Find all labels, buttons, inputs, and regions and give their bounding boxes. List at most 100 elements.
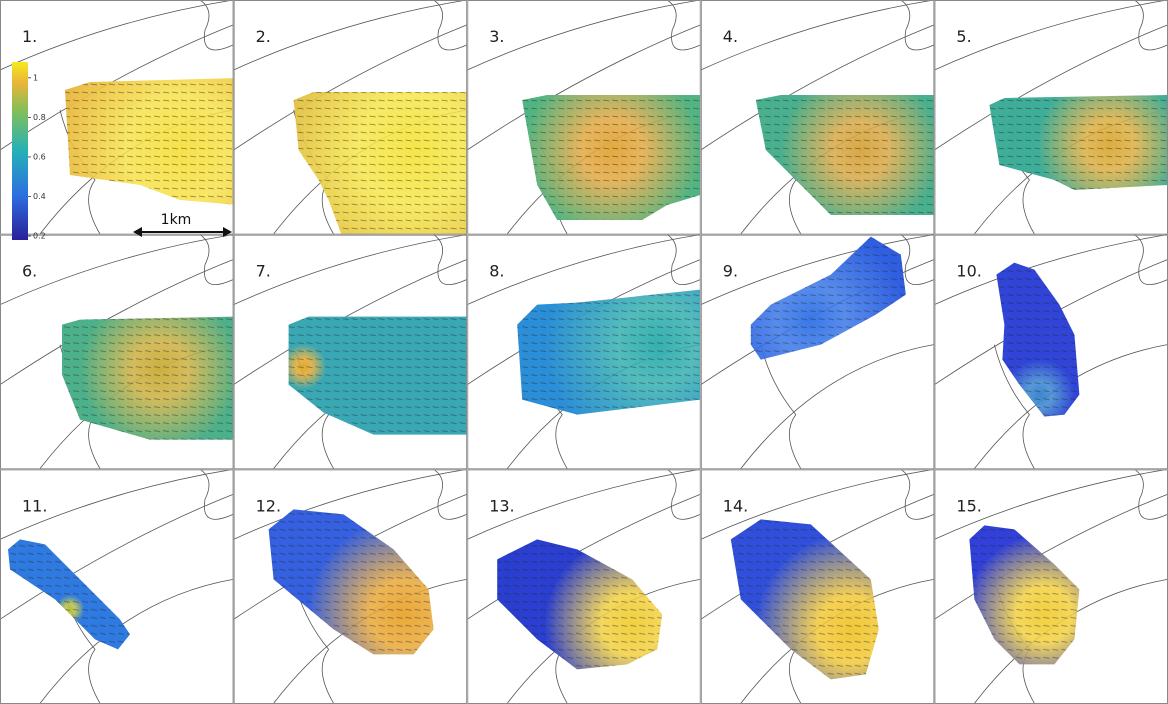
contour-line <box>666 234 701 285</box>
contour-line <box>994 344 1035 469</box>
panel: 2. <box>233 0 468 235</box>
contour-line <box>740 344 934 469</box>
colorbar-tick-label: 0.4 <box>33 192 46 201</box>
panel-label: 9. <box>723 262 738 281</box>
panel-label: 2. <box>256 27 271 46</box>
contour-line <box>467 469 701 540</box>
panel: 14. <box>700 469 935 704</box>
vector-arrows <box>268 509 434 655</box>
vector-arrows <box>497 539 663 670</box>
panel: 3. <box>467 0 701 235</box>
panel: 7. <box>233 234 468 470</box>
panel-border <box>467 234 701 470</box>
vector-arrows <box>293 92 467 235</box>
vector-arrows <box>8 539 130 650</box>
contour-line <box>39 578 234 704</box>
vector-arrows <box>517 289 701 415</box>
contour-line <box>59 109 101 235</box>
panel-border <box>700 234 935 470</box>
contour-line <box>433 234 467 285</box>
panel-border <box>467 0 701 235</box>
panel-label: 3. <box>489 27 504 46</box>
panel-label: 8. <box>489 262 504 281</box>
panel: 9. <box>700 234 935 470</box>
panel-border <box>233 0 468 235</box>
panel-label: 15. <box>956 496 981 515</box>
panel-label: 14. <box>723 496 748 515</box>
contour-line <box>0 234 234 306</box>
vector-arrows <box>65 78 234 205</box>
panel-label: 1. <box>22 27 37 46</box>
contour-line <box>760 344 802 469</box>
panel: 8. <box>467 234 701 470</box>
colorbar-tick-label: 0.2 <box>33 232 46 241</box>
contour-line <box>199 469 234 520</box>
vector-arrows <box>288 316 467 435</box>
panel: 1. <box>0 0 234 235</box>
contour-line <box>233 469 467 540</box>
contour-line <box>1134 234 1168 285</box>
contour-line <box>467 234 701 306</box>
panel-label: 11. <box>22 496 47 515</box>
contour-line <box>233 234 467 306</box>
panel: 12. <box>233 469 468 704</box>
panel-label: 4. <box>723 27 738 46</box>
contour-line <box>199 0 234 51</box>
contour-line <box>934 0 1168 71</box>
scale-label: 1km <box>161 212 192 228</box>
vector-arrows <box>62 316 233 440</box>
contour-line <box>934 234 1168 306</box>
panel: 13. <box>467 469 701 704</box>
contour-line <box>0 0 234 71</box>
contour-line <box>467 0 701 71</box>
contour-line <box>0 469 234 540</box>
panel: 10. <box>934 234 1168 470</box>
panel-border <box>0 0 234 235</box>
arrow-head <box>223 227 232 237</box>
panel-label: 13. <box>489 496 514 515</box>
panel: 15. <box>934 469 1168 704</box>
colorbar-ramp <box>12 62 28 240</box>
arrow-head <box>133 227 142 237</box>
panel: 6. <box>0 234 234 470</box>
contour-line <box>199 234 234 285</box>
contour-line <box>700 469 934 540</box>
contour-line <box>900 0 934 51</box>
contour-line <box>700 0 934 71</box>
colorbar-tick-label: 0.8 <box>33 113 46 122</box>
contour-line <box>900 234 934 285</box>
contour-line <box>666 469 701 520</box>
contour-line <box>1134 469 1168 520</box>
panel-label: 12. <box>256 496 281 515</box>
panel-label: 7. <box>256 262 271 281</box>
contour-line <box>433 469 467 520</box>
panel-label: 6. <box>22 262 37 281</box>
vector-arrows <box>989 95 1168 190</box>
panel: 5. <box>934 0 1168 235</box>
contour-line <box>233 0 467 71</box>
contour-line <box>900 469 934 520</box>
panel-border <box>700 0 935 235</box>
contour-line <box>433 0 467 51</box>
colorbar-tick-label: 0.6 <box>33 152 46 161</box>
panel-border <box>233 234 468 470</box>
panel-label: 10. <box>956 262 981 281</box>
contour-line <box>666 0 701 51</box>
vector-arrows <box>730 519 879 680</box>
vector-arrows <box>996 262 1080 417</box>
contour-line <box>934 469 1168 540</box>
panel-label: 5. <box>956 27 971 46</box>
vector-arrows <box>969 525 1080 665</box>
scale-bar: 1km <box>133 212 232 237</box>
panel: 11. <box>0 469 234 704</box>
colorbar-tick-label: 1 <box>33 73 38 82</box>
panel-border <box>0 234 234 470</box>
contour-line <box>700 234 934 306</box>
colorbar: 1 0.8 0.6 0.4 0.2 <box>12 62 46 241</box>
vector-arrows <box>755 95 934 215</box>
vector-arrows <box>522 95 701 220</box>
vector-arrows <box>750 236 906 360</box>
contour-line <box>1134 0 1168 51</box>
